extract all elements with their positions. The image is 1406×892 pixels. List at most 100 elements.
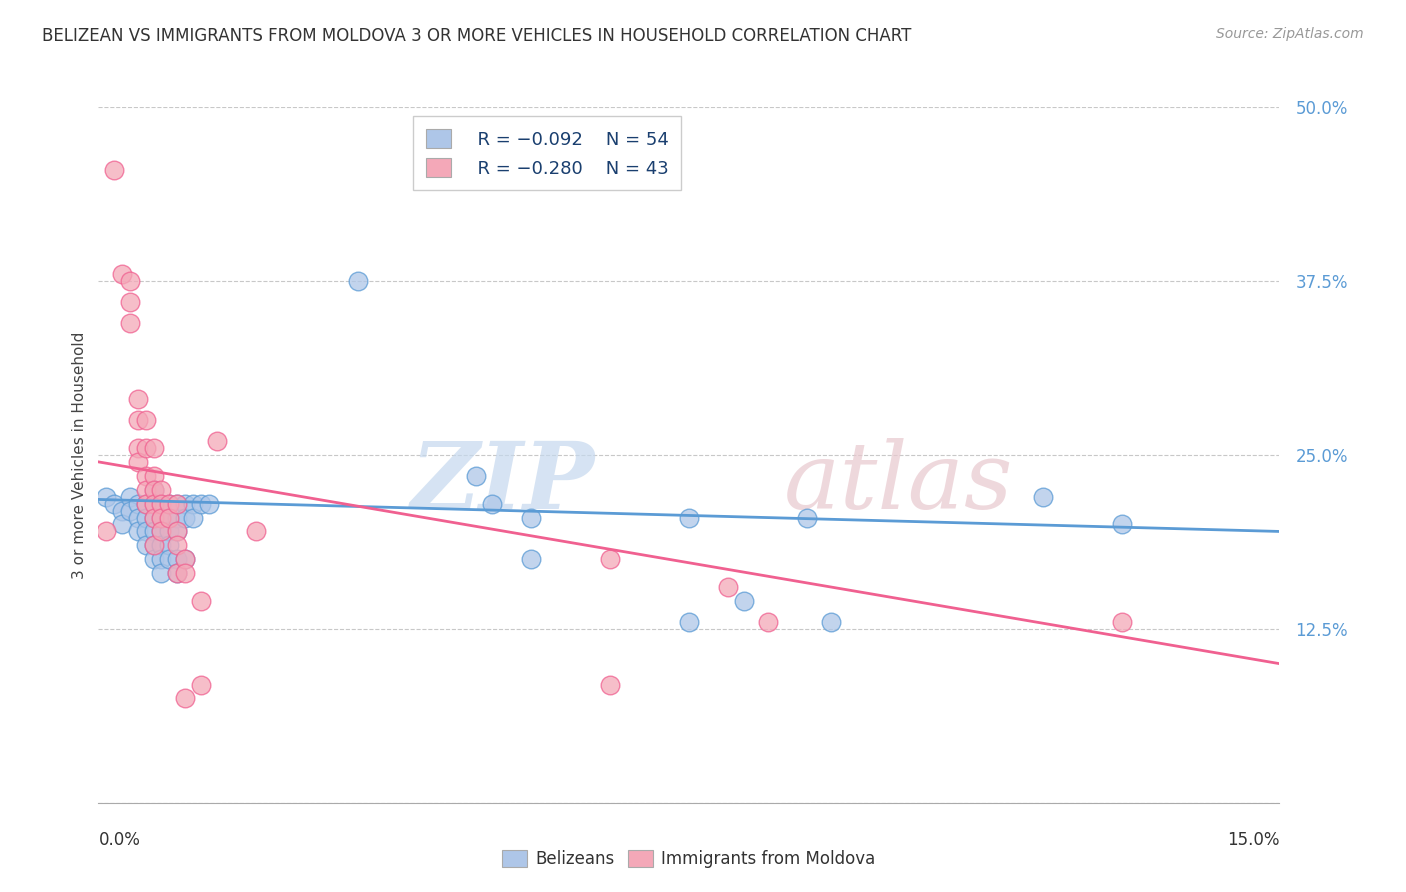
Point (717, 580, 740, 594)
Point (135, 441, 157, 455)
Point (678, 615, 700, 629)
Point (166, 524, 188, 539)
Point (150, 524, 173, 539)
Point (150, 510, 173, 524)
Point (142, 524, 165, 539)
Text: BELIZEAN VS IMMIGRANTS FROM MOLDOVA 3 OR MORE VEHICLES IN HOUSEHOLD CORRELATION : BELIZEAN VS IMMIGRANTS FROM MOLDOVA 3 OR… (42, 27, 911, 45)
Point (135, 483, 157, 497)
Point (118, 490, 141, 504)
Point (150, 497, 173, 511)
Text: Source: ZipAtlas.com: Source: ZipAtlas.com (1216, 27, 1364, 41)
Point (481, 497, 503, 511)
Legend: Belizeans, Immigrants from Moldova: Belizeans, Immigrants from Moldova (495, 843, 883, 875)
Point (166, 566, 188, 581)
Point (111, 517, 134, 532)
Point (142, 510, 165, 524)
Point (142, 483, 165, 497)
Point (150, 524, 173, 539)
Point (599, 552, 621, 566)
Point (127, 392, 149, 407)
Point (135, 468, 157, 483)
Point (150, 538, 173, 552)
Point (150, 483, 173, 497)
Point (96, 524, 118, 539)
Point (347, 274, 370, 288)
Point (142, 497, 165, 511)
Point (118, 294, 141, 309)
Point (1032, 490, 1054, 504)
Text: 0.0%: 0.0% (98, 830, 141, 848)
Point (174, 691, 197, 706)
Point (157, 552, 180, 566)
Point (111, 503, 134, 517)
Point (166, 552, 188, 566)
Point (174, 497, 197, 511)
Point (820, 615, 842, 629)
Point (135, 413, 157, 427)
Point (174, 510, 197, 524)
Point (733, 594, 755, 608)
Point (166, 524, 188, 539)
Point (166, 497, 188, 511)
Point (520, 510, 543, 524)
Point (197, 497, 219, 511)
Text: atlas: atlas (783, 438, 1012, 528)
Point (127, 510, 149, 524)
Point (150, 510, 173, 524)
Point (190, 594, 212, 608)
Point (157, 524, 180, 539)
Point (135, 497, 157, 511)
Point (190, 677, 212, 691)
Point (142, 483, 165, 497)
Point (756, 615, 779, 629)
Point (135, 510, 157, 524)
Point (127, 441, 149, 455)
Point (96, 490, 118, 504)
Point (127, 413, 149, 427)
Point (142, 552, 165, 566)
Point (181, 510, 204, 524)
Point (103, 497, 125, 511)
Point (190, 497, 212, 511)
Point (118, 503, 141, 517)
Point (174, 552, 197, 566)
Point (174, 552, 197, 566)
Point (150, 552, 173, 566)
Point (142, 510, 165, 524)
Text: 15.0%: 15.0% (1227, 830, 1279, 848)
Point (103, 162, 125, 177)
Point (465, 468, 488, 483)
Point (127, 455, 149, 469)
Point (150, 566, 173, 581)
Point (166, 538, 188, 552)
Point (157, 510, 180, 524)
Point (157, 497, 180, 511)
Point (157, 497, 180, 511)
Point (166, 510, 188, 524)
Text: ZIP: ZIP (411, 438, 595, 528)
Point (142, 468, 165, 483)
Point (135, 497, 157, 511)
Point (135, 538, 157, 552)
Point (127, 524, 149, 539)
Point (118, 316, 141, 330)
Point (245, 524, 267, 539)
Point (118, 274, 141, 288)
Point (142, 497, 165, 511)
Point (205, 434, 228, 448)
Point (599, 677, 621, 691)
Y-axis label: 3 or more Vehicles in Household: 3 or more Vehicles in Household (72, 331, 87, 579)
Point (142, 538, 165, 552)
Point (111, 267, 134, 281)
Point (135, 524, 157, 539)
Point (142, 441, 165, 455)
Point (181, 497, 204, 511)
Point (166, 497, 188, 511)
Point (678, 510, 700, 524)
Point (142, 538, 165, 552)
Point (157, 538, 180, 552)
Point (150, 497, 173, 511)
Point (157, 510, 180, 524)
Point (127, 497, 149, 511)
Point (1111, 615, 1133, 629)
